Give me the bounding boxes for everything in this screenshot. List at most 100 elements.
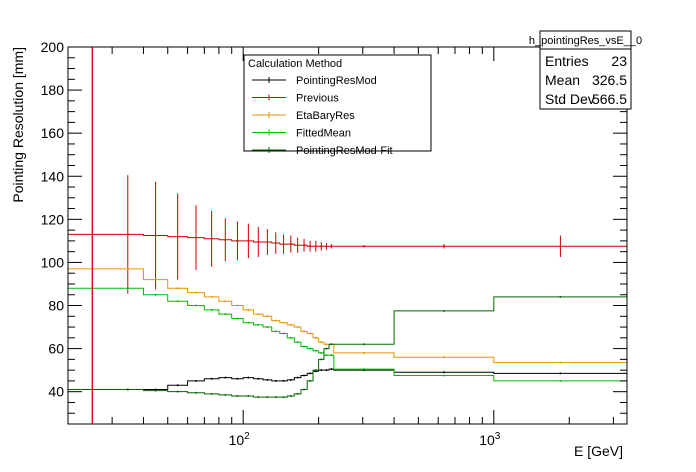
data-point [314,336,317,339]
data-point [274,396,277,399]
data-point [210,295,213,298]
data-point [194,291,197,294]
stats-frame [539,30,632,110]
data-point [247,376,250,379]
data-point [289,336,292,339]
data-point [289,378,292,381]
data-point [257,377,260,380]
data-point [176,287,179,290]
data-point [296,392,299,395]
data-point [274,319,277,322]
data-point [282,396,285,399]
data-point [296,341,299,344]
y-tick-label: 140 [41,168,65,184]
legend-box [243,54,432,152]
stats-label: Mean [545,72,580,88]
data-point [224,376,227,379]
x-tick-label: 102 [229,431,251,448]
data-point [296,376,299,379]
data-point [330,343,333,346]
legend-entry-label: PointingResMod-Fit [296,145,393,157]
data-point [325,354,328,357]
data-point [194,391,197,394]
y-tick-label: 80 [48,298,64,314]
data-point [296,326,299,329]
legend-entry-label: EtaBaryRes [296,110,355,122]
series-previous [68,175,627,294]
legend-entry-label: Previous [296,93,339,105]
data-point [362,343,365,346]
data-point [282,332,285,335]
data-point [320,351,323,354]
data-point [176,384,179,387]
data-point [236,394,239,397]
stats-title: h_pointingRes_vsE__0 [529,35,642,47]
legend: Calculation Method PointingResMod Previous… [243,54,432,157]
data-point [266,315,269,318]
data-point [309,347,312,350]
y-tick-label: 180 [41,82,65,98]
data-point [224,393,227,396]
data-point [303,330,306,333]
data-point [194,379,197,382]
data-point [559,372,562,375]
series-line [68,368,627,391]
data-point [282,379,285,382]
stats-box: h_pointingRes_vsE__0 Entries 23 Mean 326.5 St… [529,30,642,110]
data-point [257,323,260,326]
data-point [559,379,562,382]
stats-label: Entries [545,53,589,69]
data-point [559,361,562,364]
data-point [330,354,333,357]
data-point [330,368,333,371]
data-point [247,394,250,397]
data-point [126,267,129,270]
data-point [176,390,179,393]
data-point [325,347,328,350]
data-point [325,343,328,346]
data-point [236,377,239,380]
data-point [247,308,250,311]
data-point [274,330,277,333]
data-point [442,356,445,359]
data-point [236,304,239,307]
data-point [320,341,323,344]
data-point [314,349,317,352]
data-point [442,374,445,377]
data-point [442,371,445,374]
stats-value: 566.5 [592,91,627,107]
data-point [325,369,328,372]
data-point [154,389,157,392]
data-point [289,323,292,326]
legend-entry-label: FittedMean [296,128,351,140]
y-tick-label: 160 [41,125,65,141]
data-point [309,372,312,375]
data-point [309,332,312,335]
data-point [274,379,277,382]
data-point [309,379,312,382]
legend-title: Calculation Method [248,58,342,70]
data-point [210,392,213,395]
data-point [126,287,129,290]
x-tick-label: 103 [479,431,501,448]
data-point [154,293,157,296]
data-point [266,378,269,381]
y-tick-label: 200 [41,39,65,55]
data-point [236,317,239,320]
data-point [320,358,323,361]
stats-label: Std Dev [545,91,595,107]
y-tick-label: 120 [41,211,65,227]
legend-entry-label: PointingResMod [296,75,377,87]
plot-frame [67,46,628,425]
data-point [559,295,562,298]
data-point [154,278,157,281]
y-tick-label: 60 [48,341,64,357]
data-point [224,300,227,303]
data-point [289,394,292,397]
data-point [303,388,306,391]
data-point [314,369,317,372]
data-point [266,396,269,399]
data-point [210,377,213,380]
data-point [257,313,260,316]
data-point [194,304,197,307]
